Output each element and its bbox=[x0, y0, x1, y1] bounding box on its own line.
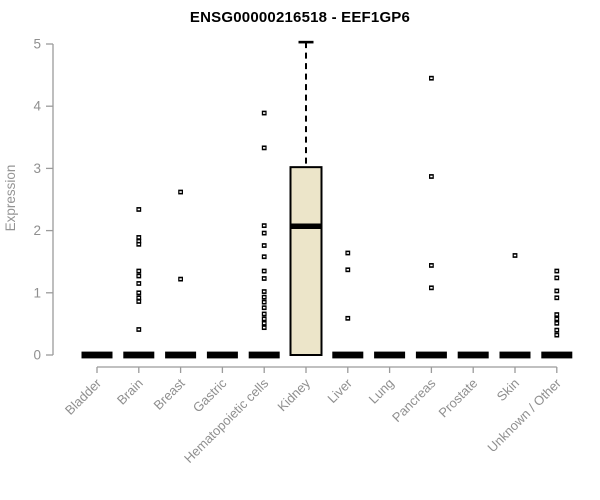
y-tick-label: 0 bbox=[33, 348, 41, 363]
y-tick-label: 1 bbox=[33, 285, 41, 300]
outlier-point-center bbox=[555, 318, 558, 320]
median-bar-brain bbox=[123, 351, 155, 359]
outlier-point-center bbox=[137, 240, 140, 242]
median-bar-bladder bbox=[81, 351, 113, 359]
x-tick-label-unknown-other: Unknown / Other bbox=[484, 375, 564, 455]
outlier-point-center bbox=[555, 296, 558, 299]
median-bar-gastric bbox=[206, 351, 238, 359]
y-tick-label: 4 bbox=[33, 99, 41, 114]
x-tick-label-skin: Skin bbox=[494, 376, 522, 404]
y-tick-label: 3 bbox=[33, 161, 41, 176]
outlier-point-center bbox=[555, 313, 558, 316]
median-bar-pancreas bbox=[415, 351, 447, 359]
outlier-point-center bbox=[137, 282, 140, 285]
median-bar-prostate bbox=[457, 351, 489, 359]
outlier-point-center bbox=[137, 328, 140, 331]
outlier-point-center bbox=[137, 236, 140, 239]
outlier-point-center bbox=[430, 77, 433, 80]
outlier-point-center bbox=[263, 290, 266, 293]
median-line-kidney bbox=[290, 223, 322, 229]
median-bar-lung bbox=[374, 351, 406, 359]
outlier-point-center bbox=[263, 306, 266, 309]
outlier-point-center bbox=[263, 147, 266, 149]
median-bar-skin bbox=[499, 351, 531, 359]
x-tick-label-breast: Breast bbox=[151, 375, 188, 412]
outlier-point-center bbox=[263, 244, 266, 247]
x-tick-label-brain: Brain bbox=[114, 376, 146, 408]
outlier-point-center bbox=[430, 287, 433, 289]
outlier-point-center bbox=[263, 112, 266, 114]
outlier-point-center bbox=[263, 322, 266, 325]
outlier-point-center bbox=[263, 270, 266, 272]
median-bar-breast bbox=[165, 351, 197, 359]
outlier-point-center bbox=[263, 313, 266, 315]
x-tick-label-prostate: Prostate bbox=[435, 376, 480, 421]
chart-title: ENSG00000216518 - EEF1GP6 bbox=[189, 9, 411, 26]
outlier-point-center bbox=[555, 334, 558, 336]
median-bar-hematopoietic-cells bbox=[248, 351, 280, 359]
outlier-point-center bbox=[137, 270, 140, 272]
x-tick-label-liver: Liver bbox=[324, 375, 355, 406]
y-tick-label: 2 bbox=[33, 223, 41, 238]
outlier-point-center bbox=[555, 322, 558, 325]
outlier-point-center bbox=[137, 243, 140, 246]
outlier-point-center bbox=[346, 317, 349, 320]
outlier-point-center bbox=[137, 208, 140, 211]
outlier-point-center bbox=[346, 252, 349, 254]
outlier-point-center bbox=[137, 275, 140, 277]
y-tick-label: 5 bbox=[33, 37, 41, 52]
outlier-point-center bbox=[263, 326, 266, 329]
outlier-point-center bbox=[555, 290, 558, 292]
median-bar-liver bbox=[332, 351, 364, 359]
outlier-point-center bbox=[137, 292, 140, 294]
x-tick-label-bladder: Bladder bbox=[62, 375, 105, 418]
box-kidney bbox=[289, 166, 323, 356]
outlier-point-center bbox=[263, 277, 266, 280]
median-bar-unknown-other bbox=[541, 351, 573, 359]
outlier-point-center bbox=[263, 255, 266, 258]
outlier-point-center bbox=[137, 300, 140, 303]
outlier-point-center bbox=[263, 296, 266, 298]
outlier-point-center bbox=[555, 277, 558, 279]
outlier-point-center bbox=[263, 318, 266, 320]
outlier-point-center bbox=[263, 224, 266, 227]
x-tick-label-pancreas: Pancreas bbox=[389, 375, 439, 425]
outlier-point-center bbox=[179, 278, 182, 280]
x-tick-label-kidney: Kidney bbox=[274, 375, 313, 414]
outlier-point-center bbox=[430, 264, 433, 267]
x-tick-label-lung: Lung bbox=[366, 376, 397, 407]
outlier-point-center bbox=[430, 175, 433, 178]
outlier-point-center bbox=[263, 232, 266, 234]
outlier-point-center bbox=[346, 268, 349, 271]
outlier-point-center bbox=[513, 254, 517, 257]
outlier-point-center bbox=[137, 296, 140, 299]
x-tick-label-gastric: Gastric bbox=[190, 375, 230, 415]
outlier-point-center bbox=[179, 191, 182, 193]
outlier-point-center bbox=[555, 270, 558, 272]
outlier-point-center bbox=[263, 301, 266, 303]
outlier-point-center bbox=[555, 329, 558, 331]
